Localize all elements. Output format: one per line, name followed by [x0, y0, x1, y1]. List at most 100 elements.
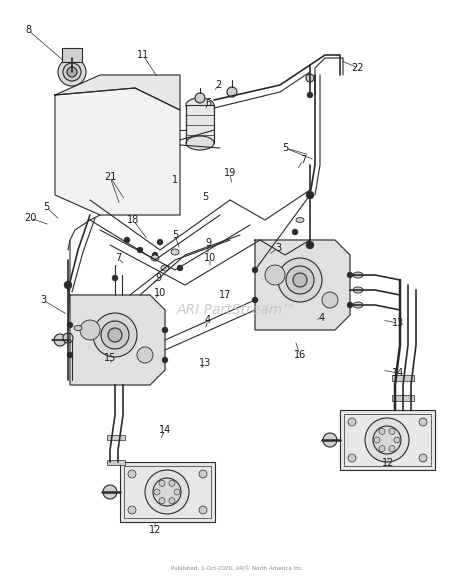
Circle shape — [63, 63, 81, 81]
FancyBboxPatch shape — [62, 48, 82, 62]
Ellipse shape — [186, 136, 214, 150]
Circle shape — [145, 470, 189, 514]
Circle shape — [124, 237, 130, 243]
Text: 11: 11 — [137, 50, 149, 60]
Ellipse shape — [353, 302, 363, 308]
Circle shape — [152, 252, 158, 258]
Circle shape — [162, 357, 168, 363]
Circle shape — [128, 470, 136, 478]
Text: 10: 10 — [204, 253, 216, 263]
Text: 7: 7 — [300, 155, 306, 165]
Circle shape — [227, 87, 237, 97]
Circle shape — [103, 485, 117, 499]
Circle shape — [306, 74, 314, 82]
Text: 4: 4 — [319, 313, 325, 323]
Circle shape — [293, 273, 307, 287]
Ellipse shape — [171, 249, 179, 255]
Text: 15: 15 — [104, 353, 116, 363]
Circle shape — [195, 93, 205, 103]
Circle shape — [153, 478, 181, 506]
Text: 2: 2 — [215, 80, 221, 90]
Text: 7: 7 — [115, 253, 121, 263]
Circle shape — [159, 498, 165, 503]
FancyBboxPatch shape — [392, 395, 414, 401]
Circle shape — [307, 92, 313, 98]
Circle shape — [394, 437, 400, 443]
Ellipse shape — [161, 265, 169, 271]
Circle shape — [128, 506, 136, 514]
Circle shape — [379, 428, 385, 434]
Circle shape — [306, 191, 314, 199]
FancyBboxPatch shape — [186, 105, 214, 143]
Ellipse shape — [353, 272, 363, 278]
Text: 19: 19 — [224, 168, 236, 178]
Text: 18: 18 — [127, 215, 139, 225]
Circle shape — [137, 347, 153, 363]
Ellipse shape — [151, 255, 159, 261]
Circle shape — [80, 320, 100, 340]
Circle shape — [63, 333, 73, 343]
Text: 20: 20 — [24, 213, 36, 223]
FancyBboxPatch shape — [120, 462, 215, 522]
Polygon shape — [55, 75, 180, 110]
Text: 21: 21 — [104, 172, 116, 182]
Circle shape — [373, 426, 401, 454]
Text: 8: 8 — [25, 25, 31, 35]
Text: ARI PartStream™: ARI PartStream™ — [177, 303, 297, 317]
Polygon shape — [255, 240, 350, 330]
FancyBboxPatch shape — [107, 460, 125, 465]
Circle shape — [322, 292, 338, 308]
Circle shape — [389, 446, 395, 451]
Circle shape — [67, 352, 73, 358]
Circle shape — [389, 428, 395, 434]
Circle shape — [67, 67, 77, 77]
Circle shape — [419, 454, 427, 462]
Circle shape — [174, 489, 180, 495]
Text: 5: 5 — [282, 143, 288, 153]
Circle shape — [137, 247, 143, 253]
Circle shape — [348, 418, 356, 426]
Circle shape — [93, 313, 137, 357]
Circle shape — [157, 239, 163, 245]
Text: Published: 1-Oct-2020, ARI© North America Inc.: Published: 1-Oct-2020, ARI© North Americ… — [171, 565, 303, 570]
Circle shape — [292, 229, 298, 235]
Ellipse shape — [186, 98, 214, 112]
Circle shape — [64, 281, 72, 289]
Circle shape — [419, 418, 427, 426]
Text: 16: 16 — [294, 350, 306, 360]
Circle shape — [54, 334, 66, 346]
Circle shape — [347, 272, 353, 278]
Circle shape — [252, 267, 258, 273]
Circle shape — [365, 418, 409, 462]
Text: 6: 6 — [205, 98, 211, 108]
FancyBboxPatch shape — [107, 435, 125, 440]
Circle shape — [379, 446, 385, 451]
Text: 14: 14 — [159, 425, 171, 435]
Text: 3: 3 — [275, 243, 281, 253]
Ellipse shape — [74, 325, 82, 331]
Text: 12: 12 — [149, 525, 161, 535]
Text: 3: 3 — [40, 295, 46, 305]
Text: 5: 5 — [43, 202, 49, 212]
Circle shape — [169, 498, 175, 503]
Text: 5: 5 — [202, 192, 208, 202]
Circle shape — [347, 302, 353, 308]
Circle shape — [169, 480, 175, 486]
Circle shape — [199, 470, 207, 478]
FancyBboxPatch shape — [392, 375, 414, 381]
Text: 17: 17 — [219, 290, 231, 300]
Polygon shape — [70, 295, 165, 385]
Circle shape — [58, 58, 86, 86]
Circle shape — [286, 266, 314, 294]
FancyBboxPatch shape — [340, 410, 435, 470]
Text: 13: 13 — [199, 358, 211, 368]
Circle shape — [159, 480, 165, 486]
Text: 5: 5 — [172, 230, 178, 240]
Ellipse shape — [353, 287, 363, 293]
Circle shape — [348, 454, 356, 462]
Circle shape — [265, 265, 285, 285]
Circle shape — [252, 297, 258, 303]
Text: 14: 14 — [392, 368, 404, 378]
Text: 1: 1 — [172, 175, 178, 185]
Circle shape — [278, 258, 322, 302]
